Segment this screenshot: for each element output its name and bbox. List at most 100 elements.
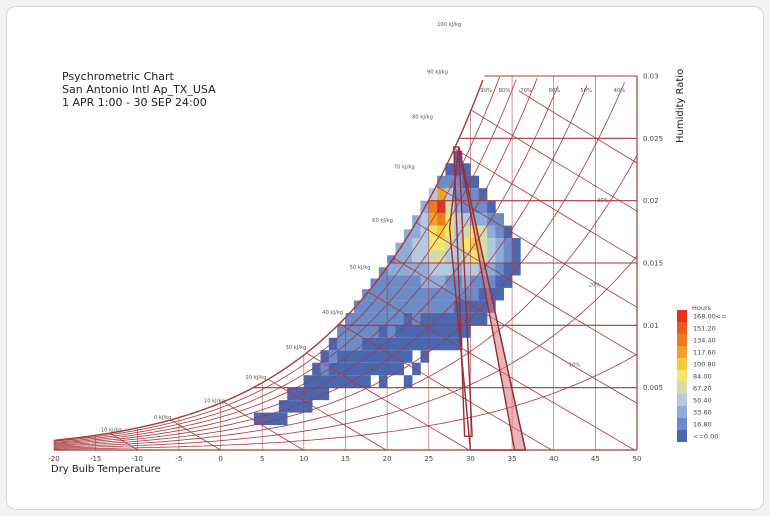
y-tick-label: 0.03 [643,73,659,81]
heatmap-cell [495,263,505,276]
heatmap-cell [412,238,421,251]
heatmap-cell [437,275,446,288]
heatmap-cell [312,387,321,401]
heatmap-cell [445,287,455,301]
heatmap-cell [337,325,346,338]
enthalpy-label: 30 kJ/kg [286,345,307,351]
y-tick-label: 0.02 [643,197,659,205]
heatmap-cell [487,200,496,214]
legend-label: 67.20 [693,385,712,393]
rh-curve [53,85,559,445]
rh-curve [53,255,638,449]
heatmap-cell [487,275,496,288]
heatmap-cell [378,300,388,313]
legend-swatch [677,370,687,382]
heatmap-cell [337,375,346,388]
heatmap-cell [503,275,513,288]
enthalpy-line [267,378,387,451]
heatmap-cell [462,225,471,239]
heatmap-cell [412,300,421,313]
heatmap-cell [428,225,438,239]
heatmap-cell [387,287,396,301]
heatmap-cell [462,275,471,288]
heatmap-cell [412,325,421,338]
heatmap-cell [403,250,413,263]
rh-label: 10% [569,362,581,368]
heatmap-cell [462,163,471,176]
heatmap-cell [437,337,446,351]
rh-curve [53,79,517,443]
heatmap-cell [495,213,505,226]
axes: -20 -15 -10 -5 0 5 10 15 20 25 30 35 40 45 50 0.005 0.01… [48,73,663,464]
heatmap-cell [395,312,405,326]
heatmap-cell [295,400,305,413]
heatmap-cell [387,325,396,338]
y-tick-label: 0.005 [643,384,663,392]
heatmap-cell [278,400,288,413]
heatmap-cell [378,312,388,326]
psychrometric-grid: -10 kJ/kg 0 kJ/kg 10 kJ/kg 20 kJ/kg 30 kJ/kg… [53,22,638,451]
heatmap-cell [387,300,396,313]
y-tick-label: 0.025 [643,135,663,143]
heatmap-cell [428,312,438,326]
legend-label: 151.20 [693,325,716,333]
heatmap-cell [362,337,371,351]
y-axis-label: Humidity Ratio [675,69,686,143]
heatmap-cell [320,350,330,363]
heatmap-cell [478,312,488,326]
heatmap-cell [328,375,338,388]
heatmap-cell [445,200,455,214]
enthalpy-line [470,109,638,212]
heatmap-cell [378,362,388,376]
heatmap-cell [295,387,305,401]
x-tick-label: 35 [508,455,517,463]
heatmap-cell [437,200,446,214]
heatmap-cell [370,362,380,376]
heatmap-cell [503,225,513,239]
heatmap-cell [428,250,438,263]
heatmap-cell [278,412,288,426]
y-tick-label: 0.01 [643,322,659,330]
heatmap-cell [353,375,363,388]
legend-label: 100.80 [693,361,716,369]
heatmap-cell [428,287,438,301]
rh-label: 30% [597,198,609,204]
heatmap-cell [428,300,438,313]
heatmap-cell [345,362,355,376]
heatmap-cell [453,337,463,351]
rh-label: 70% [520,88,532,94]
heatmap-cell [395,350,405,363]
heatmap-cell [453,213,463,226]
legend-label: 168.00<= [693,313,727,321]
enthalpy-label: 10 kJ/kg [204,399,225,405]
heatmap-cell [462,200,471,214]
heatmap-cell [503,238,513,251]
heatmap-cell [470,200,480,214]
heatmap-cell [487,263,496,276]
heatmap-cell [378,350,388,363]
heatmap-cell [470,275,480,288]
heatmap-cell [437,188,446,201]
heatmap-cell [337,337,346,351]
heatmap-cell [370,325,380,338]
enthalpy-label: 20 kJ/kg [246,375,267,381]
rh-curve [54,353,638,450]
heatmap-cell [303,387,313,401]
heatmap-cell [303,400,313,413]
heatmap-cell [495,250,505,263]
heatmap-cell [353,300,363,313]
heatmap-cell [345,337,355,351]
heatmap-cell [470,312,480,326]
heatmap-cell [478,238,488,251]
heatmap-cell [420,312,430,326]
heatmap-cell [362,300,371,313]
chart-title-line-2: San Antonio Intl Ap_TX_USA [62,83,216,96]
heatmap-cell [478,200,488,214]
x-tick-label: 30 [466,455,475,463]
heatmap-cell [495,225,505,239]
enthalpy-line [415,222,638,356]
legend-label: 134.40 [693,337,716,345]
heatmap-cell [478,213,488,226]
heatmap-cell [437,325,446,338]
heatmap-cell [462,287,471,301]
